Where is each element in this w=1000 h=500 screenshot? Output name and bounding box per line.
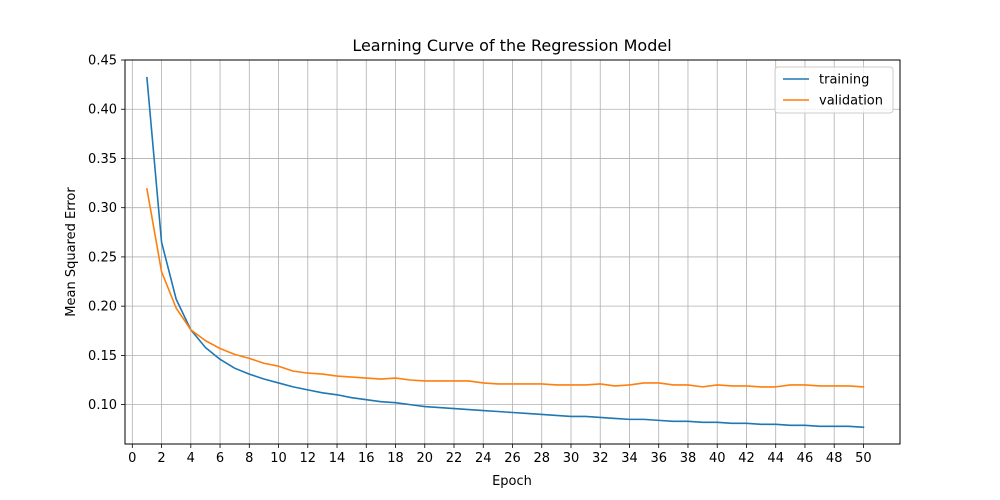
x-tick-label: 44 <box>767 451 784 466</box>
x-tick-label: 42 <box>738 451 755 466</box>
legend-label-validation: validation <box>819 94 883 109</box>
grid <box>125 59 900 444</box>
x-tick-label: 40 <box>709 451 726 466</box>
x-tick-label: 26 <box>504 451 521 466</box>
x-tick-label: 34 <box>621 451 638 466</box>
y-tick-label: 0.30 <box>88 201 117 216</box>
x-tick-label: 32 <box>592 451 609 466</box>
x-tick-label: 22 <box>446 451 463 466</box>
y-tick-label: 0.15 <box>88 349 117 364</box>
x-tick-label: 16 <box>358 451 375 466</box>
x-tick-label: 6 <box>216 451 224 466</box>
y-axis: 0.10 0.15 0.20 0.25 0.30 0.35 0.40 0.45 <box>88 54 125 413</box>
y-tick-label: 0.40 <box>88 103 117 118</box>
x-tick-label: 30 <box>563 451 580 466</box>
x-tick-label: 50 <box>855 451 872 466</box>
x-tick-label: 18 <box>387 451 404 466</box>
x-tick-label: 10 <box>270 451 287 466</box>
series-line-validation <box>146 188 865 388</box>
x-tick-label: 4 <box>187 451 195 466</box>
y-tick-label: 0.20 <box>88 300 117 315</box>
x-tick-label: 24 <box>475 451 492 466</box>
legend: training validation <box>774 66 894 114</box>
x-axis: 0 2 4 6 8 10 12 14 16 18 20 22 24 26 28 30 32 34 36 38 40 42 4… <box>128 444 872 466</box>
y-axis-label: Mean Squared Error <box>64 187 79 317</box>
x-tick-label: 14 <box>329 451 346 466</box>
x-tick-label: 46 <box>797 451 814 466</box>
x-tick-label: 8 <box>245 451 253 466</box>
legend-label-training: training <box>819 73 869 88</box>
x-tick-label: 20 <box>416 451 433 466</box>
y-tick-label: 0.35 <box>88 152 117 167</box>
x-tick-label: 38 <box>680 451 697 466</box>
x-tick-label: 0 <box>128 451 136 466</box>
x-tick-label: 48 <box>826 451 843 466</box>
x-axis-label: Epoch <box>492 474 532 489</box>
series-layer <box>146 76 865 429</box>
y-tick-label: 0.10 <box>88 398 117 413</box>
series-line-training <box>146 76 865 429</box>
x-tick-label: 28 <box>533 451 550 466</box>
x-tick-label: 36 <box>650 451 667 466</box>
x-tick-label: 12 <box>300 451 317 466</box>
x-tick-label: 2 <box>157 451 165 466</box>
y-tick-label: 0.25 <box>88 250 117 265</box>
y-tick-label: 0.45 <box>88 54 117 69</box>
chart-title: Learning Curve of the Regression Model <box>352 36 671 55</box>
